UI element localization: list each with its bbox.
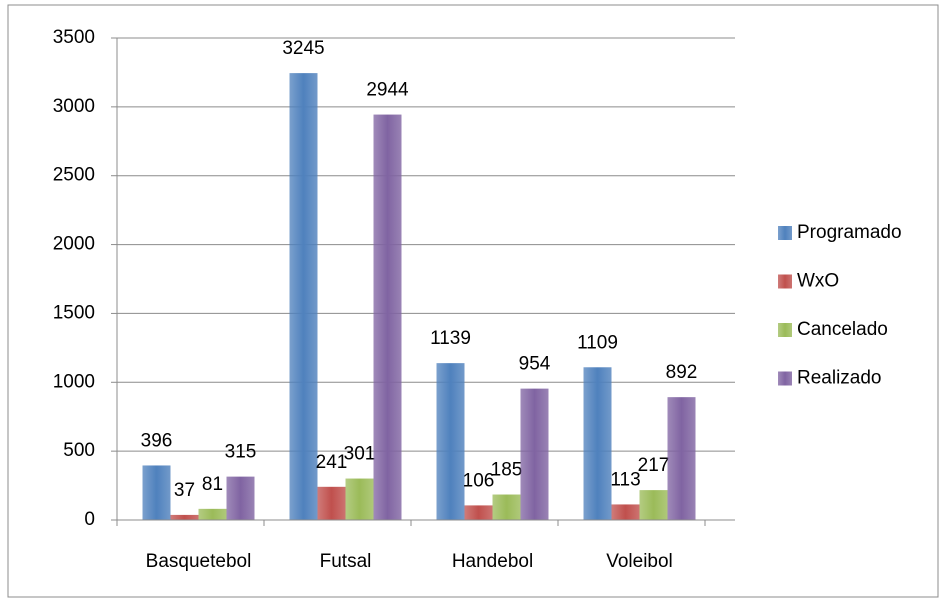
bar [464,505,493,520]
bar [639,490,668,520]
bar [373,114,402,520]
legend-swatch [778,226,792,240]
legend-swatch [778,323,792,337]
y-tick-label: 1500 [53,302,95,323]
data-label: 3245 [282,38,324,59]
bar [317,486,346,520]
legend-label: Cancelado [797,319,888,340]
y-tick-label: 3000 [53,96,95,117]
legend-label: Programado [797,222,902,243]
data-label: 185 [491,460,523,481]
data-label: 81 [202,474,223,495]
bar [436,363,465,520]
y-tick-label: 1000 [53,371,95,392]
bar [583,367,612,520]
data-label: 315 [225,442,257,463]
legend-label: WxO [797,271,839,292]
bar [492,494,521,520]
bar [226,476,255,520]
data-label: 954 [519,354,551,375]
data-label: 106 [463,470,495,491]
legend-label: Realizado [797,368,882,389]
bar [198,508,227,520]
bar [142,465,171,520]
data-label: 396 [141,430,173,451]
data-label: 217 [638,455,670,476]
bar [611,504,640,520]
legend-swatch [778,274,792,289]
y-tick-label: 500 [63,440,95,461]
bar [667,397,696,520]
x-tick-label: Futsal [320,551,372,572]
x-tick-label: Basquetebol [146,551,252,572]
bar [345,478,374,520]
bar [289,73,318,521]
bar [170,514,199,520]
bar [520,388,549,520]
data-label: 301 [344,444,376,465]
data-label: 241 [316,452,348,473]
y-tick-label: 3500 [53,27,95,48]
y-tick-label: 2000 [53,234,95,255]
y-tick-label: 0 [84,509,95,530]
data-label: 1109 [577,332,618,353]
x-tick-label: Voleibol [606,551,673,572]
data-label: 892 [666,362,698,383]
data-label: 2944 [366,80,409,101]
legend-swatch [778,371,792,386]
data-label: 37 [174,480,195,501]
data-label: 113 [610,469,640,490]
data-label: 1139 [430,328,471,349]
x-tick-label: Handebol [452,551,533,572]
y-tick-label: 2500 [53,165,95,186]
